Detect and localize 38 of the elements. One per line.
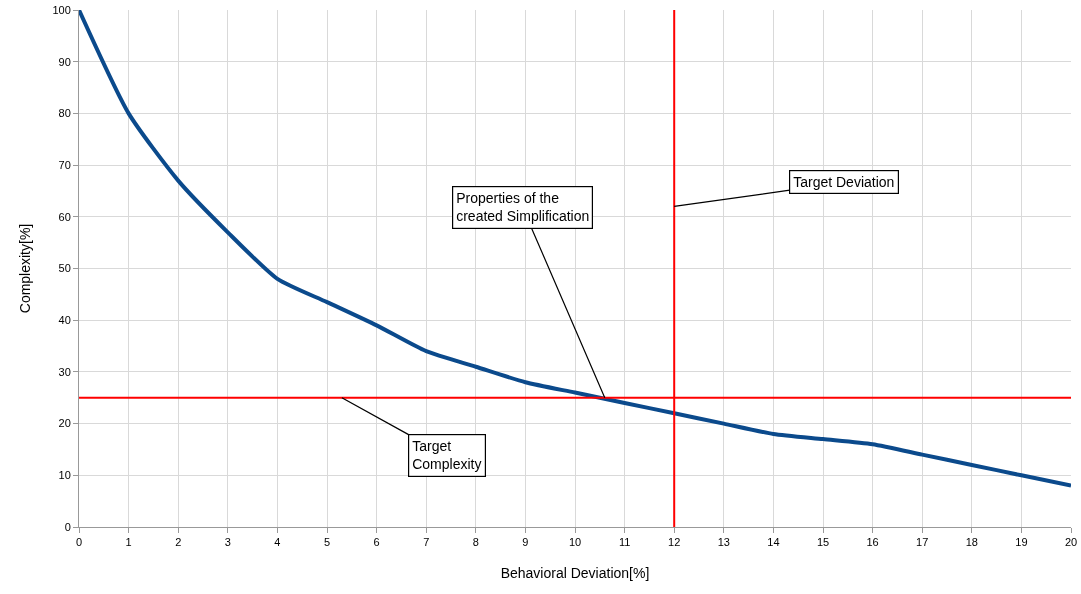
x-tick-label: 6 <box>373 536 380 549</box>
y-tick-label: 10 <box>58 469 71 482</box>
annotation: Target Complexity <box>412 438 482 473</box>
x-tick-label: 8 <box>472 536 479 549</box>
line-series <box>79 10 1071 488</box>
y-tick-label: 40 <box>58 314 71 327</box>
annotation: Target Deviation <box>793 174 895 191</box>
x-tick-label: 18 <box>965 536 978 549</box>
x-tick-label: 12 <box>668 536 681 549</box>
y-tick-label: 50 <box>58 262 71 275</box>
x-tick-label: 1 <box>125 536 132 549</box>
x-tick-label: 7 <box>423 536 430 549</box>
y-tick-label: 30 <box>58 365 71 378</box>
y-tick-label: 90 <box>58 55 71 68</box>
x-tick-label: 0 <box>75 536 83 549</box>
x-tick-label: 17 <box>916 536 929 549</box>
x-tick-label: 15 <box>816 536 830 549</box>
x-tick-label: 19 <box>1015 536 1028 549</box>
x-tick-label: 3 <box>224 536 231 549</box>
y-tick-label: 20 <box>58 417 71 430</box>
y-tick-label: 100 <box>52 3 71 16</box>
y-axis-title: Complexity[%] <box>17 223 34 314</box>
x-tick-label: 10 <box>568 536 582 549</box>
annotation: Properties of the created Simplification <box>456 190 590 225</box>
x-axis-title: Behavioral Deviation[%] <box>500 564 650 581</box>
x-tick-label: 16 <box>866 536 879 549</box>
x-tick-label: 4 <box>274 536 281 549</box>
x-tick-label: 9 <box>522 536 529 549</box>
x-tick-label: 5 <box>323 536 331 549</box>
y-tick-label: 60 <box>58 210 71 223</box>
y-tick-label: 0 <box>64 520 71 533</box>
x-tick-label: 11 <box>618 536 631 549</box>
y-tick-label: 70 <box>58 158 71 171</box>
y-tick-label: 80 <box>58 107 71 120</box>
x-tick-label: 13 <box>717 536 730 549</box>
x-tick-label: 20 <box>1064 536 1078 549</box>
x-tick-label: 14 <box>767 536 780 549</box>
x-tick-label: 2 <box>175 536 182 549</box>
